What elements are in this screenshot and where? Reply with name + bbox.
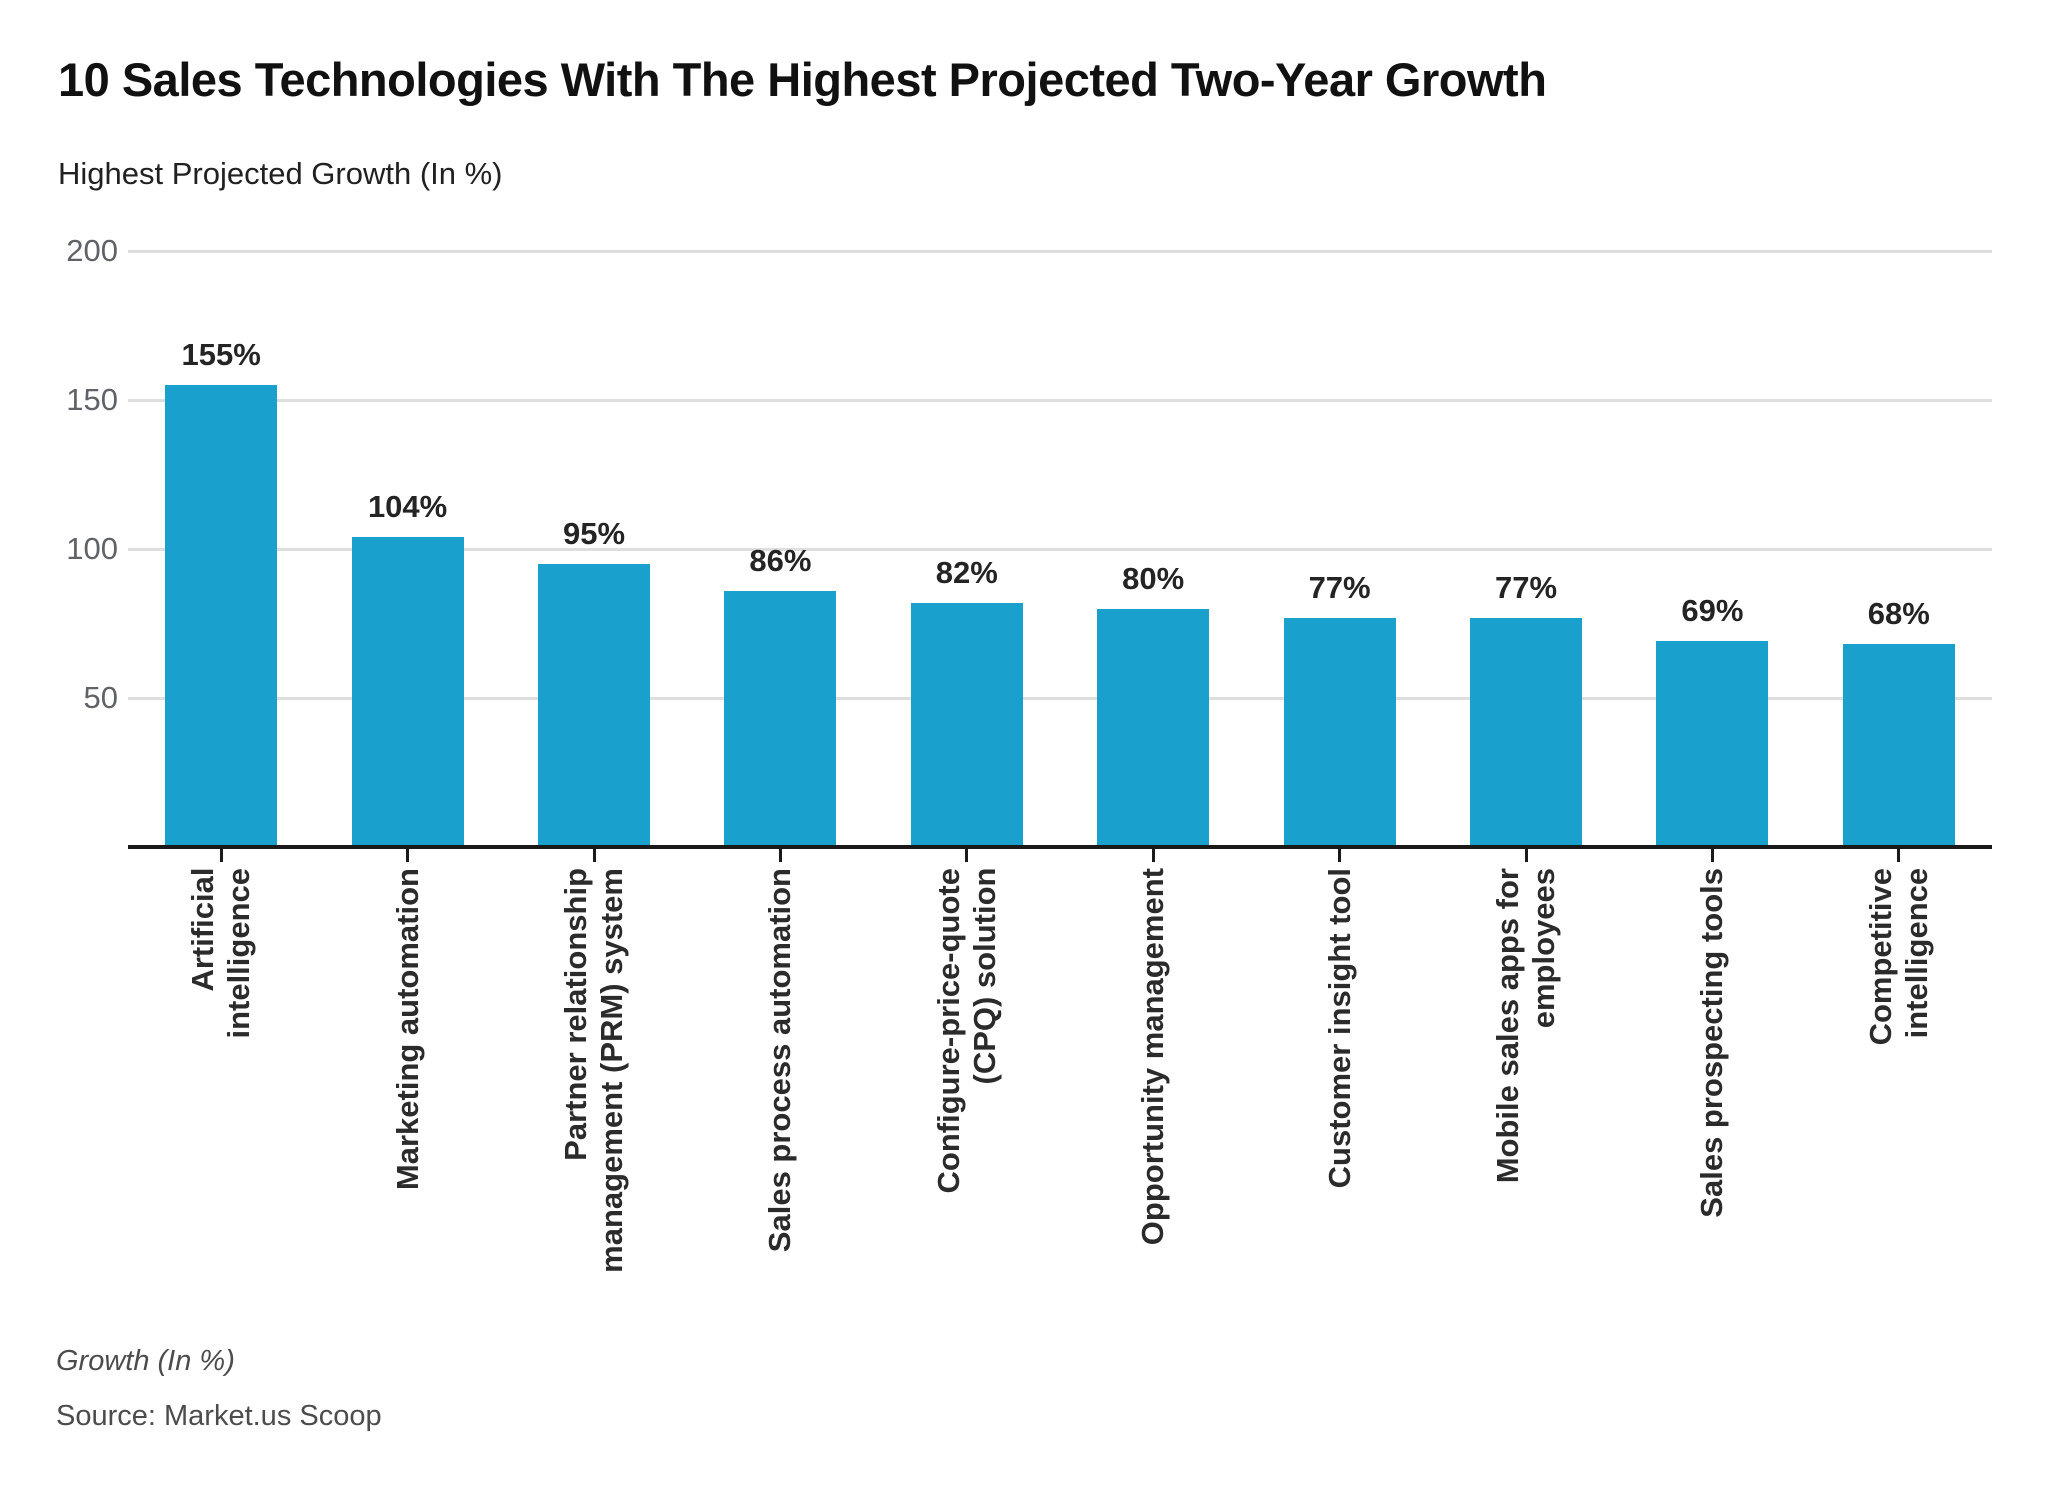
x-tick-4 xyxy=(778,849,782,862)
x-axis-line xyxy=(128,845,1992,849)
gridline-150 xyxy=(128,399,1992,402)
bar-value-label-5: 82% xyxy=(935,554,998,590)
gridline-200 xyxy=(128,250,1992,253)
chart-title: 10 Sales Technologies With The Highest P… xyxy=(58,53,1547,106)
x-label-cell-3: Partner relationship management (PRM) sy… xyxy=(501,868,687,1308)
x-tick-3 xyxy=(592,849,596,862)
bar-9 xyxy=(1656,641,1769,847)
x-label-cell-1: Artificial intelligence xyxy=(128,868,314,1308)
bar-value-label-2: 104% xyxy=(367,489,448,525)
x-category-label-10: Competitive intelligence xyxy=(1862,868,1934,1046)
bar-10 xyxy=(1842,644,1955,847)
y-tick-label-200: 200 xyxy=(66,233,118,268)
x-category-label-8: Mobile sales apps for employees xyxy=(1490,868,1562,1184)
y-tick-label-100: 100 xyxy=(66,531,118,566)
x-label-cell-2: Marketing automation xyxy=(314,868,500,1308)
bar-7 xyxy=(1283,617,1396,847)
x-category-label-2: Marketing automation xyxy=(389,868,425,1191)
bar-value-label-4: 86% xyxy=(749,542,812,578)
bar-6 xyxy=(1097,608,1210,847)
y-axis: 50 100 150 200 xyxy=(38,233,118,847)
x-category-label-7: Customer insight tool xyxy=(1321,868,1357,1189)
x-tick-2 xyxy=(406,849,410,862)
x-category-label-9: Sales prospecting tools xyxy=(1694,868,1730,1218)
gridline-100 xyxy=(128,548,1992,551)
y-tick-label-50: 50 xyxy=(83,680,118,715)
x-tick-5 xyxy=(965,849,969,862)
bar-value-label-6: 80% xyxy=(1122,560,1185,596)
x-label-cell-8: Mobile sales apps for employees xyxy=(1433,868,1619,1308)
x-tick-6 xyxy=(1151,849,1155,862)
x-category-label-6: Opportunity management xyxy=(1135,868,1171,1246)
bar-value-label-1: 155% xyxy=(181,337,261,373)
bar-5 xyxy=(910,602,1023,847)
x-tick-1 xyxy=(219,849,223,862)
y-tick-label-150: 150 xyxy=(66,382,118,417)
axis-note: Growth (In %) xyxy=(56,1345,235,1377)
x-category-label-3: Partner relationship management (PRM) sy… xyxy=(558,868,630,1273)
x-category-label-5: Configure-price-quote (CPQ) solution xyxy=(930,868,1002,1194)
gridline-50 xyxy=(128,697,1992,700)
bar-value-label-3: 95% xyxy=(562,515,626,551)
plot-area: 155% 104% 95% 86% 82% 80% 77% 77% 69% 68% xyxy=(128,250,1992,847)
x-tick-8 xyxy=(1524,849,1528,862)
bar-value-label-7: 77% xyxy=(1308,569,1371,605)
x-tick-7 xyxy=(1338,849,1342,862)
bar-2 xyxy=(351,537,464,847)
source-note: Source: Market.us Scoop xyxy=(56,1400,382,1432)
bar-4 xyxy=(724,590,837,847)
x-label-cell-4: Sales process automation xyxy=(687,868,873,1308)
bar-value-label-9: 69% xyxy=(1681,593,1744,629)
x-label-cell-6: Opportunity management xyxy=(1060,868,1246,1308)
x-label-cell-7: Customer insight tool xyxy=(1246,868,1432,1308)
x-category-label-4: Sales process automation xyxy=(762,868,798,1253)
x-label-cell-10: Competitive intelligence xyxy=(1806,868,1992,1308)
x-label-cell-9: Sales prospecting tools xyxy=(1619,868,1805,1308)
bar-8 xyxy=(1470,617,1582,847)
x-tick-10 xyxy=(1897,849,1901,862)
x-tick-9 xyxy=(1710,849,1714,862)
bar-value-label-8: 77% xyxy=(1494,569,1558,605)
x-category-label-1: Artificial intelligence xyxy=(185,868,257,1039)
bar-value-label-10: 68% xyxy=(1867,596,1930,632)
bar-3 xyxy=(538,563,650,847)
bar-1 xyxy=(165,385,278,847)
chart-subtitle: Highest Projected Growth (In %) xyxy=(58,156,503,191)
x-label-cell-5: Configure-price-quote (CPQ) solution xyxy=(874,868,1060,1308)
x-axis-labels: Artificial intelligence Marketing automat… xyxy=(128,868,1992,1308)
